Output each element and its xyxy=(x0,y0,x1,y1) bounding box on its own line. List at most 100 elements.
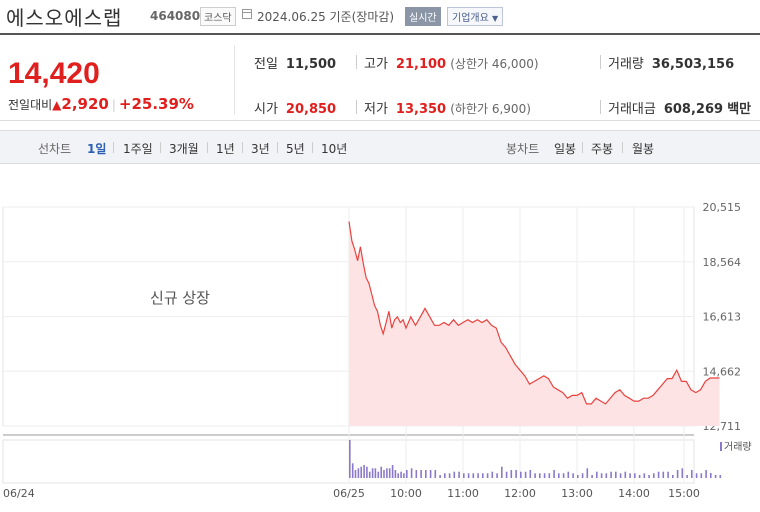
volume-bar xyxy=(458,472,460,478)
upper-limit: (상한가 46,000) xyxy=(450,57,538,71)
volume-bar xyxy=(352,463,354,478)
volume-bar xyxy=(389,468,391,478)
volume-bar xyxy=(720,475,722,478)
divider xyxy=(234,45,235,115)
volume-bar xyxy=(653,473,655,478)
volume-bar xyxy=(425,470,427,478)
divider xyxy=(113,142,114,153)
period-10y[interactable]: 10년 xyxy=(321,140,347,157)
divider xyxy=(582,142,583,153)
stat-label: 저가 xyxy=(364,102,388,117)
volume-bar xyxy=(477,473,479,478)
x-tick-label: 06/24 xyxy=(3,487,35,500)
volume-bar xyxy=(454,472,456,478)
volume-bar xyxy=(549,473,551,478)
period-1d[interactable]: 1일 xyxy=(87,140,106,157)
volume-bar xyxy=(355,470,357,478)
volume-bar xyxy=(601,473,603,478)
title-row: 에스오에스랩 464080 코스닥 2024.06.25 기준(장마감) 실시간… xyxy=(0,0,760,32)
volume-bar xyxy=(403,473,405,478)
volume-bar xyxy=(596,472,598,478)
candle-chart-label: 봉차트 xyxy=(506,140,539,157)
y-tick-label: 18,564 xyxy=(703,256,742,269)
stat-value: 20,850 xyxy=(286,102,336,117)
stat-label: 전일 xyxy=(254,57,278,72)
volume-bar xyxy=(634,473,636,478)
volume-bar xyxy=(620,473,622,478)
volume-bar xyxy=(449,473,451,478)
volume-bar xyxy=(383,470,385,478)
volume-bar xyxy=(406,470,408,478)
volume-bar xyxy=(463,473,465,478)
chart-toolbar: 선차트 1일 1주일 3개월 1년 3년 5년 10년 봉차트 일봉 주봉 월봉 xyxy=(0,130,760,164)
x-tick-label: 15:00 xyxy=(668,487,700,500)
volume-bar xyxy=(525,472,527,478)
volume-bar xyxy=(544,473,546,478)
period-3y[interactable]: 3년 xyxy=(251,140,270,157)
candle-weekly[interactable]: 주봉 xyxy=(591,140,613,157)
volume-bar xyxy=(615,472,617,478)
volume-bar xyxy=(606,473,608,478)
period-1w[interactable]: 1주일 xyxy=(123,140,153,157)
period-3m[interactable]: 3개월 xyxy=(169,140,199,157)
volume-bar xyxy=(530,470,532,478)
volume-bar xyxy=(715,475,717,478)
volume-bar xyxy=(386,468,388,478)
company-overview-dropdown[interactable]: 기업개요 ▼ xyxy=(447,7,503,26)
volume-bar xyxy=(375,468,377,478)
y-tick-label: 20,515 xyxy=(703,201,742,214)
volume-bar xyxy=(487,473,489,478)
volume-bar xyxy=(663,472,665,478)
volume-bar xyxy=(392,465,394,478)
volume-bar xyxy=(672,475,674,478)
volume-bar xyxy=(563,473,565,478)
volume-bar xyxy=(380,467,382,478)
company-name[interactable]: 에스오에스랩 xyxy=(6,2,122,31)
change-percent: +25.39% xyxy=(119,95,194,113)
divider xyxy=(312,142,313,153)
volume-bar xyxy=(534,473,536,478)
candle-monthly[interactable]: 월봉 xyxy=(632,140,654,157)
volume-bar xyxy=(482,473,484,478)
volume-bar xyxy=(705,470,707,478)
y-tick-label: 14,662 xyxy=(703,365,742,378)
company-overview-label: 기업개요 xyxy=(452,13,489,24)
volume-bar xyxy=(366,467,368,478)
volume-bar xyxy=(420,470,422,478)
divider xyxy=(277,142,278,153)
change-label: 전일대비 xyxy=(8,98,52,112)
volume-bar xyxy=(439,475,441,478)
volume-label: 거래량 xyxy=(724,441,752,453)
candle-daily[interactable]: 일봉 xyxy=(554,140,576,157)
x-tick-label: 06/25 xyxy=(333,487,365,500)
volume-bar xyxy=(539,473,541,478)
stat-label: 고가 xyxy=(364,57,388,72)
price-change: 전일대비▲2,920|+25.39% xyxy=(8,95,194,113)
volume-bar xyxy=(397,473,399,478)
divider xyxy=(356,100,357,114)
volume-bar xyxy=(691,470,693,478)
x-tick-label: 14:00 xyxy=(618,487,650,500)
volume-bar xyxy=(686,475,688,478)
volume-bar xyxy=(395,470,397,478)
volume-bar xyxy=(629,473,631,478)
volume-bar xyxy=(515,470,517,478)
stat-value: 608,269 xyxy=(664,102,723,117)
realtime-button[interactable]: 실시간 xyxy=(405,7,441,26)
volume-bar xyxy=(378,472,380,478)
volume-bar xyxy=(696,473,698,478)
volume-bar xyxy=(506,472,508,478)
volume-bar xyxy=(411,468,413,478)
x-tick-label: 10:00 xyxy=(390,487,422,500)
period-1y[interactable]: 1년 xyxy=(216,140,235,157)
period-5y[interactable]: 5년 xyxy=(286,140,305,157)
line-chart-label: 선차트 xyxy=(38,140,71,157)
volume-bar xyxy=(625,472,627,478)
volume-bar xyxy=(511,470,513,478)
stat-label: 거래량 xyxy=(608,57,644,72)
volume-bar xyxy=(591,475,593,478)
